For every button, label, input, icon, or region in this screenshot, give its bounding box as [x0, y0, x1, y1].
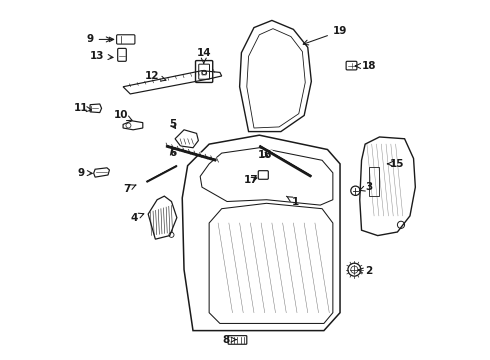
Text: 17: 17: [244, 175, 259, 185]
Text: 7: 7: [123, 184, 136, 194]
Text: 8: 8: [223, 334, 236, 345]
Text: 9: 9: [87, 35, 111, 44]
Text: 9: 9: [77, 168, 92, 178]
Text: 5: 5: [169, 120, 176, 129]
Text: 2: 2: [358, 266, 372, 276]
Text: 6: 6: [169, 148, 176, 158]
Text: 10: 10: [114, 111, 132, 121]
Text: 3: 3: [360, 182, 372, 192]
Text: 18: 18: [355, 61, 376, 71]
Text: 11: 11: [74, 103, 92, 113]
Text: 4: 4: [130, 213, 144, 222]
Text: 1: 1: [287, 196, 299, 207]
Text: 15: 15: [387, 159, 405, 169]
Text: 13: 13: [90, 51, 113, 61]
Text: 19: 19: [303, 26, 347, 45]
Text: 14: 14: [196, 48, 211, 63]
Text: 16: 16: [257, 150, 272, 160]
Text: 12: 12: [145, 71, 166, 81]
